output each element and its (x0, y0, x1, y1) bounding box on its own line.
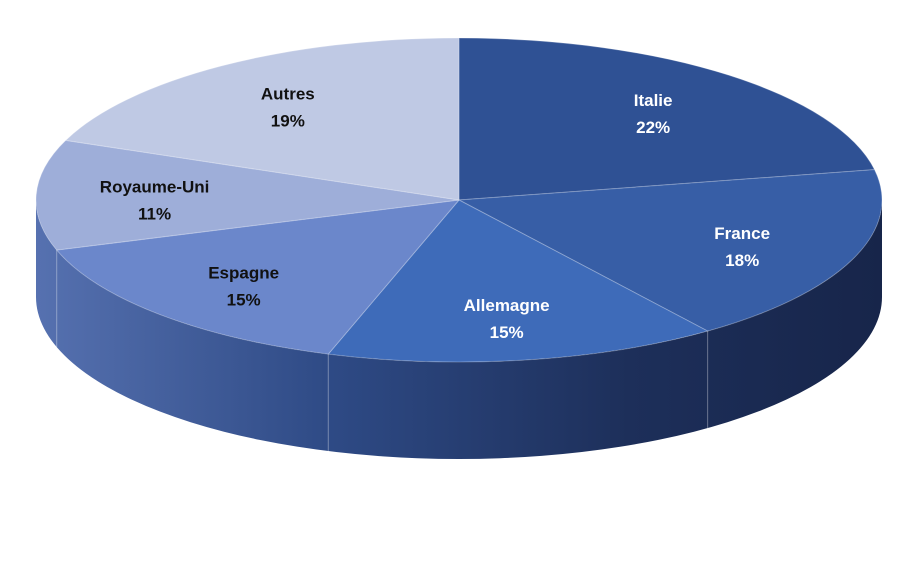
pie-side-wall (36, 200, 882, 459)
pie-side-layer (36, 200, 882, 459)
slice-autres (64, 37, 460, 201)
slice-label-italie: Italie (634, 91, 673, 110)
slice-espagne (55, 199, 461, 355)
slice-value-espagne: 15% (227, 290, 261, 309)
slice-value-italie: 22% (636, 118, 670, 137)
slice-label-france: France (714, 224, 770, 243)
slice-label-royaume-uni: Royaume-Uni (100, 177, 210, 196)
slice-royaume-uni (35, 139, 460, 251)
slice-label-espagne: Espagne (208, 263, 279, 282)
slice-value-allemagne: 15% (490, 323, 524, 342)
slice-value-france: 18% (725, 251, 759, 270)
slice-label-autres: Autres (261, 85, 315, 104)
pie-top-layer (35, 37, 883, 363)
pie-label-layer: Italie 22% France 18% Allemagne 15% Espagne 15%… (100, 85, 770, 343)
slice-france (457, 169, 883, 332)
slice-value-royaume-uni: 11% (138, 204, 171, 223)
slice-allemagne (327, 199, 709, 363)
slice-italie (458, 37, 876, 201)
slice-value-autres: 19% (271, 112, 305, 131)
slice-label-allemagne: Allemagne (464, 296, 550, 315)
